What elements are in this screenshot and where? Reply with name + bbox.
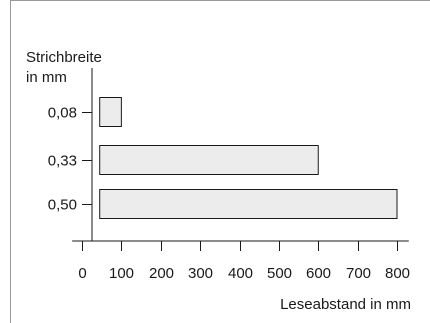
y-ticks-group: 0,08 0,33 0,50	[48, 105, 92, 214]
y-tick-label-0-50: 0,50	[48, 197, 77, 214]
x-tick-label-700: 700	[346, 265, 371, 282]
x-tick-label-500: 500	[267, 265, 292, 282]
x-tick-label-800: 800	[385, 265, 410, 282]
x-tick-label-300: 300	[188, 265, 213, 282]
frame-left-border	[10, 0, 11, 323]
y-axis-title-line1: Strichbreite	[26, 49, 102, 66]
x-tick-label-600: 600	[306, 265, 331, 282]
x-tick-label-100: 100	[109, 265, 134, 282]
y-axis-title-line2: in mm	[26, 69, 67, 86]
x-tick-label-0: 0	[78, 265, 86, 282]
x-ticks-group: 0 100 200 300 400 500 600 700 800	[78, 241, 410, 282]
frame-top-border	[10, 0, 430, 1]
x-tick-label-200: 200	[149, 265, 174, 282]
x-axis-title: Leseabstand in mm	[280, 296, 411, 313]
bar-0-08	[99, 97, 122, 127]
y-tick-label-0-33: 0,33	[48, 153, 77, 170]
bars-group	[99, 97, 398, 219]
y-tick-label-0-08: 0,08	[48, 105, 77, 122]
bar-0-33	[99, 145, 319, 175]
x-tick-label-400: 400	[228, 265, 253, 282]
bar-0-50	[99, 189, 398, 219]
